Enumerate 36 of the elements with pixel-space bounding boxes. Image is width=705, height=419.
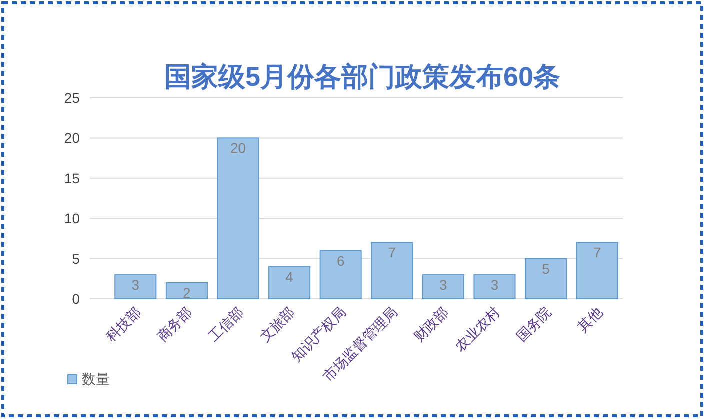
y-tick-label: 25 [64, 90, 80, 106]
x-tick-label: 工信部 [205, 304, 246, 345]
x-tick-label: 商务部 [154, 304, 196, 345]
data-label: 6 [336, 252, 345, 269]
data-label: 2 [183, 284, 192, 301]
bar [422, 274, 464, 300]
data-label: 5 [542, 260, 550, 277]
data-label: 3 [490, 276, 499, 293]
y-tick-label: 10 [64, 210, 80, 227]
data-label: 7 [388, 244, 396, 261]
x-tick-label: 其他 [574, 304, 606, 335]
x-tick-label: 国务院 [513, 304, 554, 345]
x-tick-label: 财政部 [410, 304, 452, 345]
data-label: 3 [440, 276, 448, 293]
y-tick-label: 0 [72, 291, 80, 307]
bar [576, 242, 618, 300]
bar [268, 266, 311, 300]
bar [114, 274, 157, 300]
bar [166, 282, 208, 300]
bar [371, 242, 414, 300]
legend-label: 数量 [82, 371, 110, 387]
data-label: 4 [286, 268, 294, 285]
bar [474, 274, 516, 300]
x-tick-label: 科技部 [102, 304, 144, 345]
y-tick-label: 20 [64, 130, 80, 146]
chart-title: 国家级5月份各部门政策发布60条 [164, 62, 561, 92]
bar [525, 258, 568, 300]
x-tick-label: 文旅部 [256, 304, 298, 345]
bar [217, 138, 260, 300]
x-tick-label: 农业农村 [452, 304, 503, 355]
data-label: 20 [230, 140, 246, 156]
y-tick-label: 5 [72, 250, 80, 267]
data-label: 7 [593, 244, 602, 261]
y-tick-label: 15 [64, 170, 80, 186]
data-label: 3 [132, 276, 140, 293]
bar [320, 250, 362, 300]
